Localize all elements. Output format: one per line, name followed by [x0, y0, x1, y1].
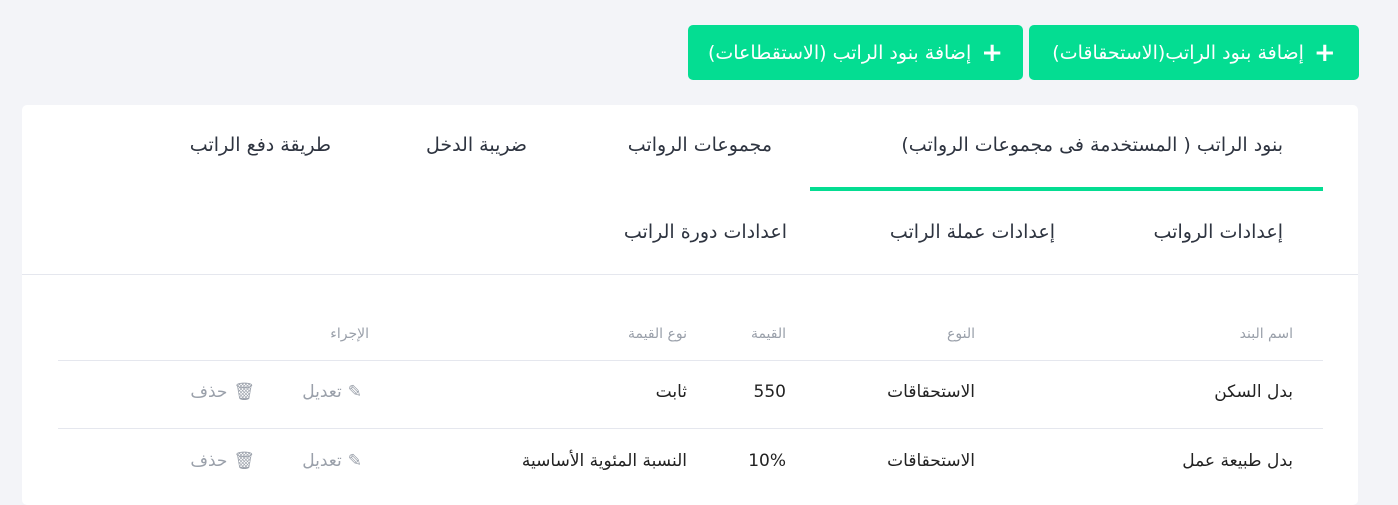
tab-salary-groups[interactable]: مجموعات الرواتب	[627, 134, 772, 156]
plus-icon: +	[981, 37, 1004, 68]
edit-button[interactable]: ✎ تعديل	[302, 451, 362, 471]
cell-value-type: ثابت	[655, 382, 687, 402]
cell-name: بدل طبيعة عمل	[1182, 451, 1293, 471]
add-deductions-label: إضافة بنود الراتب (الاستقطاعات)	[707, 41, 972, 64]
header-value-type: نوع القيمة	[628, 326, 687, 342]
header-item-name: اسم البند	[1239, 326, 1293, 342]
row-divider	[58, 428, 1323, 429]
delete-label: حذف	[190, 382, 228, 402]
plus-icon: +	[1313, 37, 1336, 68]
cell-value-type: النسبة المئوية الأساسية	[521, 451, 687, 471]
header-type: النوع	[947, 326, 975, 342]
delete-button[interactable]: 🗑 حذف	[190, 382, 255, 402]
cell-type: الاستحقاقات	[887, 451, 975, 471]
header-value: القيمة	[750, 326, 786, 342]
header-divider	[58, 360, 1323, 361]
trash-icon: 🗑	[233, 382, 255, 402]
cell-value: 10%	[748, 451, 786, 471]
edit-icon: ✎	[347, 451, 362, 471]
tab-income-tax[interactable]: ضريبة الدخل	[425, 134, 527, 156]
cell-value: 550	[753, 382, 786, 402]
settings-card	[22, 105, 1358, 505]
header-action: الإجراء	[330, 326, 369, 342]
divider	[22, 274, 1358, 275]
edit-label: تعديل	[302, 451, 342, 471]
edit-label: تعديل	[302, 382, 342, 402]
edit-icon: ✎	[347, 382, 362, 402]
tab-currency-settings[interactable]: إعدادات عملة الراتب	[889, 221, 1055, 243]
delete-label: حذف	[190, 451, 228, 471]
add-earnings-button[interactable]: + إضافة بنود الراتب(الاستحقاقات)	[1029, 25, 1359, 80]
tab-salary-items[interactable]: بنود الراتب ( المستخدمة فى مجموعات الروا…	[901, 134, 1283, 156]
add-earnings-label: إضافة بنود الراتب(الاستحقاقات)	[1052, 41, 1304, 64]
trash-icon: 🗑	[233, 451, 255, 471]
active-tab-indicator	[810, 187, 1323, 191]
tab-salary-settings[interactable]: إعدادات الرواتب	[1153, 221, 1283, 243]
delete-button[interactable]: 🗑 حذف	[190, 451, 255, 471]
cell-type: الاستحقاقات	[887, 382, 975, 402]
add-deductions-button[interactable]: + إضافة بنود الراتب (الاستقطاعات)	[688, 25, 1023, 80]
edit-button[interactable]: ✎ تعديل	[302, 382, 362, 402]
cell-name: بدل السكن	[1214, 382, 1293, 402]
tab-payment-method[interactable]: طريقة دفع الراتب	[189, 134, 331, 156]
tab-cycle-settings[interactable]: اعدادات دورة الراتب	[623, 221, 787, 243]
